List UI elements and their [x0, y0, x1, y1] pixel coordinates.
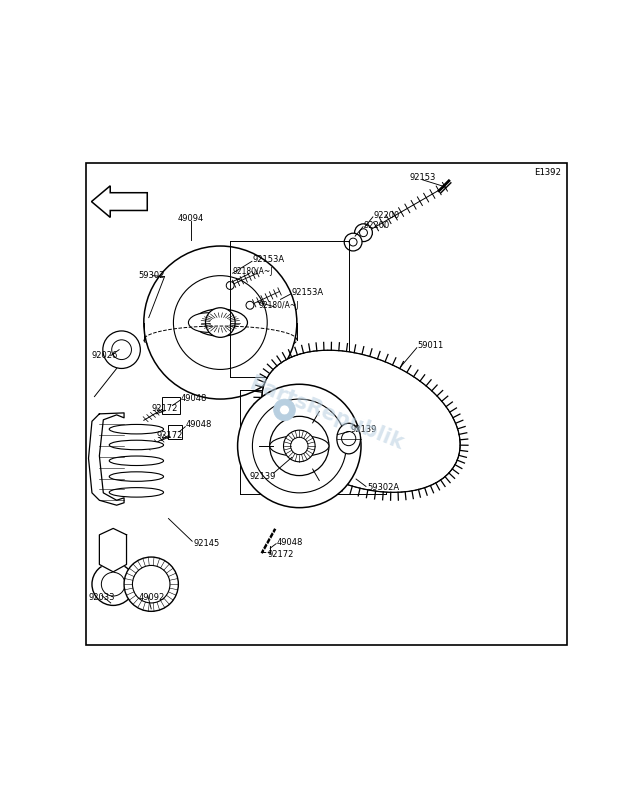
Circle shape	[144, 246, 297, 399]
Text: 92153A: 92153A	[252, 255, 285, 264]
Text: 92172: 92172	[151, 405, 178, 414]
Text: 92200: 92200	[364, 221, 390, 230]
Text: 59302: 59302	[138, 271, 164, 280]
Circle shape	[283, 430, 315, 462]
Ellipse shape	[337, 423, 361, 454]
Circle shape	[124, 557, 178, 611]
Circle shape	[349, 238, 357, 246]
Ellipse shape	[110, 472, 164, 482]
Circle shape	[269, 416, 329, 475]
Text: E1392: E1392	[534, 168, 561, 177]
Circle shape	[132, 566, 170, 603]
Circle shape	[359, 229, 368, 237]
Text: 92153A: 92153A	[292, 288, 324, 297]
Polygon shape	[99, 529, 127, 572]
Text: 49048: 49048	[277, 538, 303, 546]
Polygon shape	[89, 413, 124, 506]
Text: 92153: 92153	[410, 174, 436, 182]
Circle shape	[173, 276, 268, 370]
Bar	[162, 397, 180, 414]
Text: 49048: 49048	[186, 420, 212, 430]
Circle shape	[344, 233, 362, 251]
Ellipse shape	[269, 435, 329, 456]
Ellipse shape	[110, 425, 164, 434]
Text: 49094: 49094	[178, 214, 204, 223]
Text: 92180/A~J: 92180/A~J	[233, 267, 273, 276]
Circle shape	[280, 405, 289, 415]
Text: 92200: 92200	[373, 211, 399, 220]
Circle shape	[226, 282, 234, 290]
Circle shape	[252, 399, 347, 493]
Circle shape	[355, 224, 373, 242]
Text: 92139: 92139	[249, 472, 275, 481]
Circle shape	[341, 431, 356, 446]
Text: 92033: 92033	[89, 593, 115, 602]
Text: PartsRepublik: PartsRepublik	[247, 374, 406, 454]
Circle shape	[238, 384, 361, 508]
Text: 92139: 92139	[350, 425, 376, 434]
Ellipse shape	[282, 370, 440, 472]
Circle shape	[246, 302, 254, 310]
Circle shape	[111, 340, 131, 359]
Circle shape	[290, 438, 308, 454]
Circle shape	[274, 399, 296, 421]
Text: 92172: 92172	[156, 430, 183, 440]
Text: 92145: 92145	[193, 538, 219, 548]
Text: 92026: 92026	[92, 351, 118, 360]
Circle shape	[206, 308, 235, 338]
Text: FRONT: FRONT	[113, 197, 145, 206]
Text: 49048: 49048	[181, 394, 207, 402]
Ellipse shape	[110, 440, 164, 450]
Text: 59302A: 59302A	[367, 483, 399, 493]
Text: 59011: 59011	[418, 342, 444, 350]
Ellipse shape	[189, 313, 227, 332]
Ellipse shape	[193, 309, 247, 336]
Circle shape	[101, 572, 125, 596]
Polygon shape	[92, 186, 147, 218]
Text: 92180/A~J: 92180/A~J	[259, 301, 299, 310]
Circle shape	[92, 563, 134, 606]
Text: 49092: 49092	[139, 593, 165, 602]
Ellipse shape	[110, 488, 164, 497]
Circle shape	[103, 331, 140, 369]
Text: 92172: 92172	[268, 550, 294, 559]
Ellipse shape	[110, 456, 164, 466]
Bar	[169, 426, 182, 438]
Ellipse shape	[262, 350, 460, 492]
